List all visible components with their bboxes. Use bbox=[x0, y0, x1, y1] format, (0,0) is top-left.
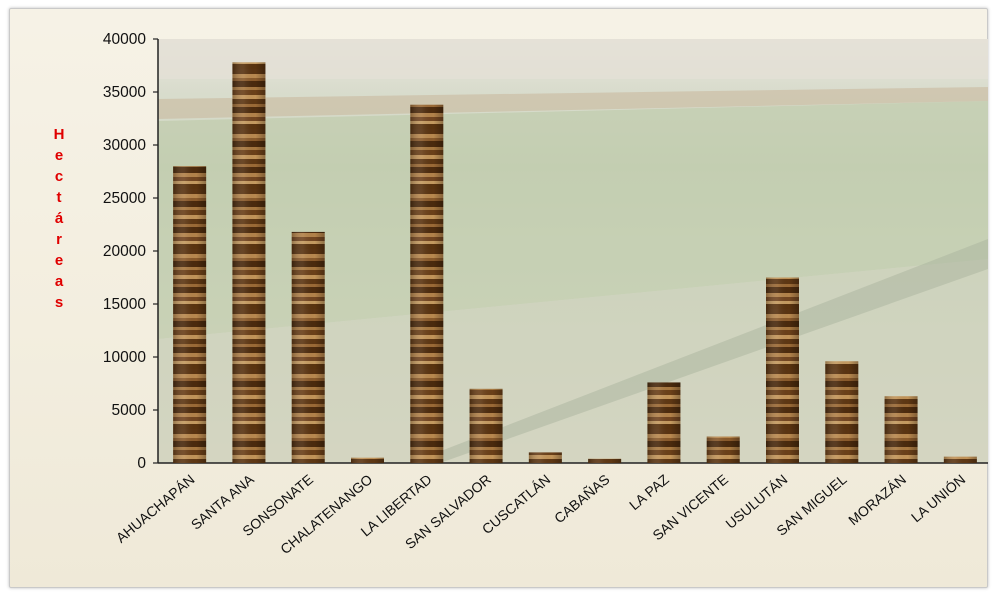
bar-shade bbox=[706, 436, 740, 463]
bar-shade bbox=[351, 457, 384, 463]
y-tick-label: 30000 bbox=[103, 137, 146, 154]
bar bbox=[943, 456, 977, 463]
y-tick-label: 25000 bbox=[103, 190, 146, 207]
y-axis-label-letter: c bbox=[55, 168, 63, 185]
bar-shade bbox=[173, 166, 207, 463]
bar-shade bbox=[825, 361, 859, 463]
x-category-label: AHUACHAPÁN bbox=[113, 471, 198, 546]
bar-shade bbox=[884, 396, 918, 463]
bar-shade bbox=[232, 62, 266, 463]
x-category-label: CABAÑAS bbox=[551, 471, 613, 526]
x-category-label: MORAZÁN bbox=[845, 471, 909, 528]
bar bbox=[706, 436, 740, 463]
bar-shade bbox=[410, 104, 444, 463]
bars bbox=[173, 62, 977, 463]
bar bbox=[825, 361, 859, 463]
bar bbox=[588, 458, 622, 463]
y-tick-label: 35000 bbox=[103, 84, 146, 101]
bar bbox=[173, 166, 207, 463]
bar bbox=[647, 382, 681, 463]
bar-shade bbox=[291, 231, 325, 463]
bar-shade bbox=[588, 458, 622, 463]
bar bbox=[291, 231, 325, 463]
y-axis-label-letter: e bbox=[55, 147, 63, 164]
bar-shade bbox=[943, 456, 977, 463]
y-tick-label: 15000 bbox=[103, 296, 146, 313]
chart-frame: 0 5000 10000 15000 20000 25000 30000 35000 40000… bbox=[9, 8, 988, 588]
x-category-label: LA UNIÓN bbox=[908, 471, 968, 525]
bar-chart: 0 5000 10000 15000 20000 25000 30000 35000 40000… bbox=[54, 31, 988, 558]
bar bbox=[884, 396, 918, 463]
bar-shade bbox=[469, 388, 503, 463]
y-axis-label-letter: t bbox=[57, 189, 62, 206]
bar bbox=[232, 62, 266, 463]
bar-shade bbox=[766, 277, 799, 463]
bar bbox=[528, 452, 562, 463]
y-tick-label: 5000 bbox=[112, 402, 147, 419]
x-category-label: LA PAZ bbox=[626, 471, 672, 513]
y-axis-label-letter: a bbox=[55, 273, 64, 290]
bar bbox=[469, 388, 503, 463]
bar-shade bbox=[528, 452, 562, 463]
y-tick-labels: 0 5000 10000 15000 20000 25000 30000 35000 40000 bbox=[103, 31, 158, 472]
y-axis-label-letter: á bbox=[55, 210, 64, 227]
bar-shade bbox=[647, 382, 681, 463]
y-tick-label: 10000 bbox=[103, 349, 146, 366]
y-tick-label: 20000 bbox=[103, 243, 146, 260]
y-axis-label-letter: e bbox=[55, 252, 63, 269]
y-axis-label-letter: r bbox=[56, 231, 62, 248]
bar bbox=[410, 104, 444, 463]
plot-background bbox=[158, 39, 988, 463]
bar bbox=[351, 457, 384, 463]
bar bbox=[766, 277, 799, 463]
y-axis-label-letter: H bbox=[54, 126, 65, 143]
y-axis-label-letter: s bbox=[55, 294, 63, 311]
y-tick-label: 40000 bbox=[103, 31, 146, 48]
y-tick-label: 0 bbox=[137, 455, 146, 472]
